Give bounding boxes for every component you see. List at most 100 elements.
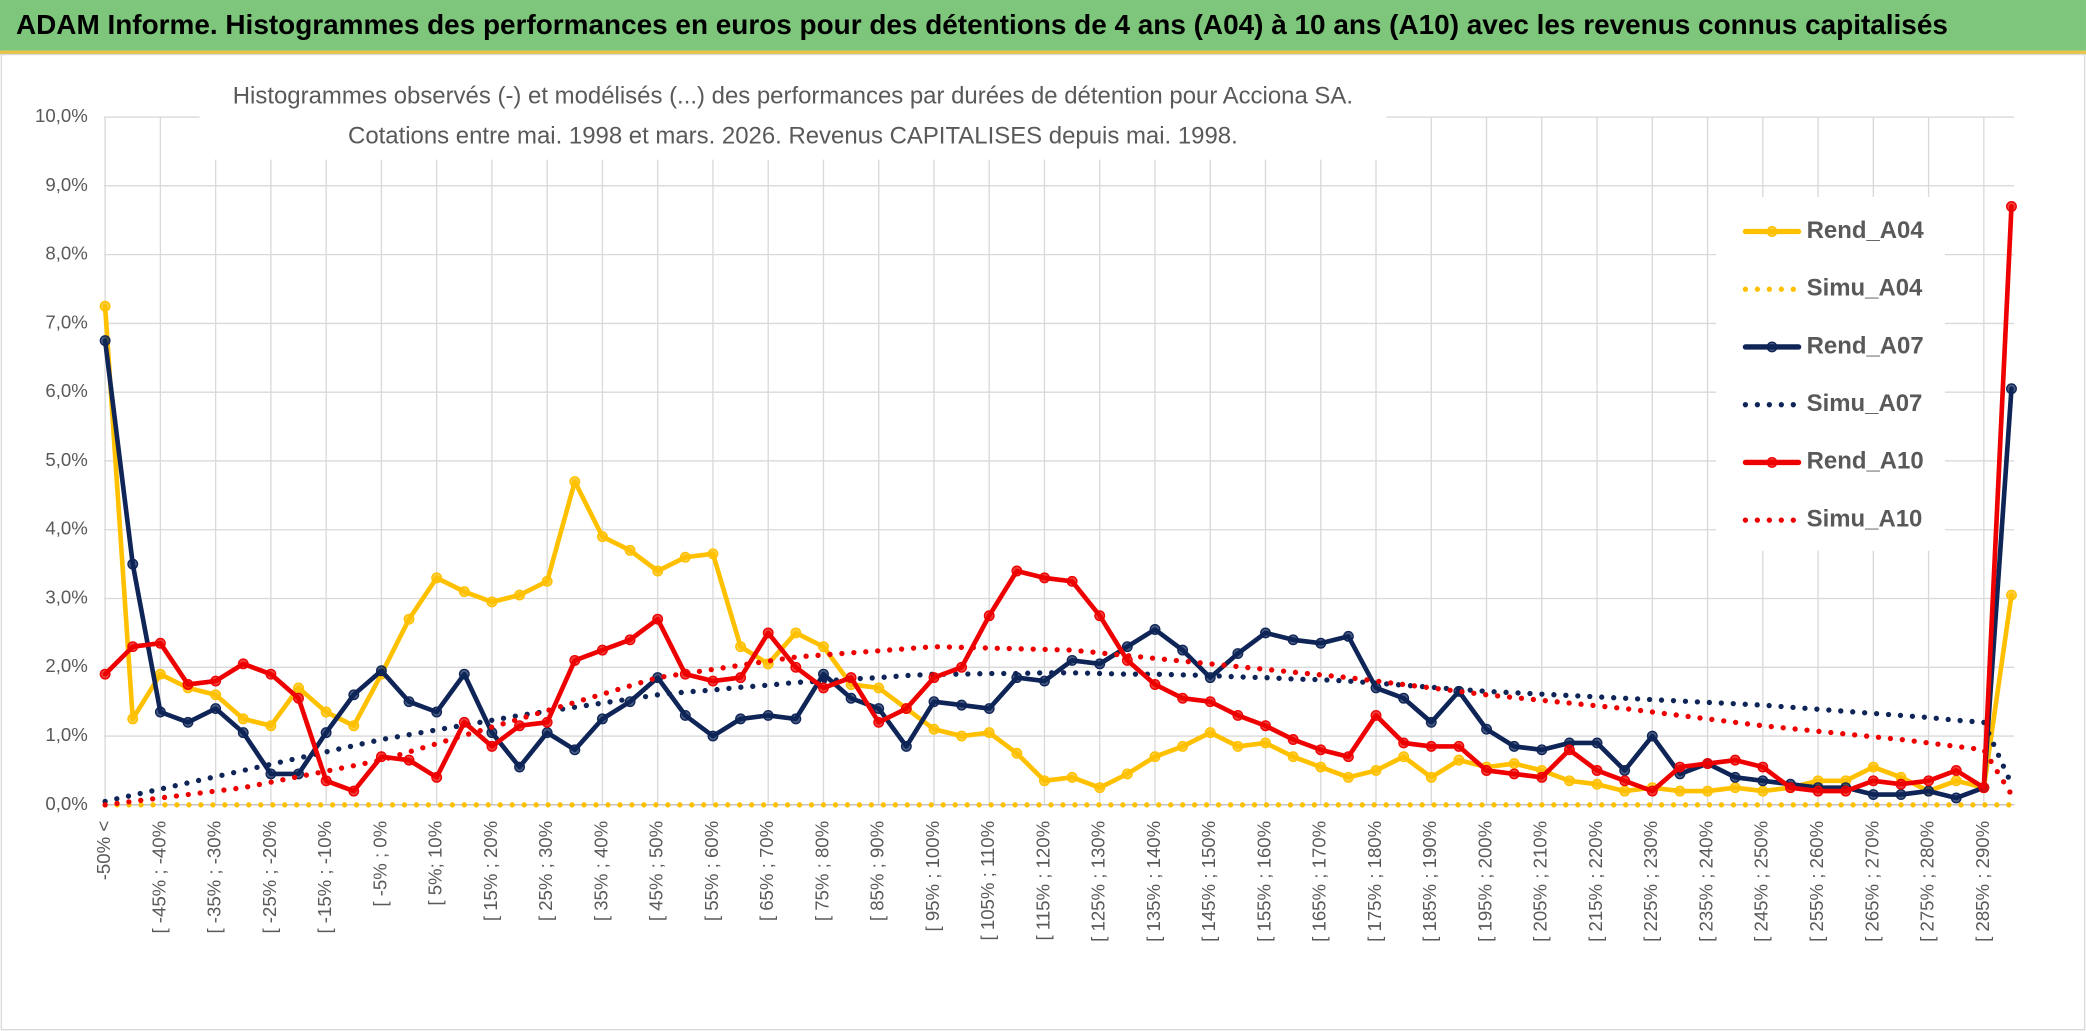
- series-marker: [956, 699, 968, 711]
- grid: 0,0% 1,0% 2,0% 3,0% 4,0% 5,0% 6,0% 7,0% 8,0% 9,0%…: [35, 105, 2015, 942]
- x-tick-label: [ 175% ; 180%: [1364, 821, 1385, 942]
- series-marker: [1425, 740, 1437, 752]
- series-marker: [1702, 785, 1714, 797]
- series-marker: [928, 723, 940, 735]
- series-marker: [1315, 637, 1327, 649]
- series-marker: [596, 644, 608, 656]
- x-tick-label: [ 215% ; 220%: [1585, 821, 1606, 942]
- x-tick-label: [ 45% ; 50%: [646, 821, 667, 921]
- series-marker: [237, 658, 249, 670]
- x-tick-label: [ 5%; 10%: [425, 821, 446, 906]
- series-marker: [1923, 785, 1935, 797]
- series-marker: [818, 641, 829, 653]
- series-marker: [1784, 782, 1796, 794]
- series-marker: [265, 768, 277, 780]
- series-marker: [707, 548, 719, 560]
- series-marker: [707, 675, 719, 687]
- series-marker: [486, 740, 498, 752]
- series-marker: [2006, 383, 2017, 395]
- x-tick-label: [ 205% ; 210%: [1530, 821, 1551, 942]
- series-marker: [1591, 765, 1603, 776]
- legend-marker: [1766, 226, 1778, 237]
- series-marker: [458, 586, 470, 598]
- series-marker: [1177, 740, 1189, 752]
- series-marker: [1508, 758, 1520, 770]
- series-marker: [956, 730, 968, 742]
- series-marker: [1757, 775, 1769, 787]
- series-marker: [99, 300, 111, 312]
- series-marker: [1508, 768, 1520, 780]
- series-marker: [569, 654, 581, 666]
- series-marker: [1094, 610, 1106, 622]
- series-marker: [1260, 737, 1271, 749]
- series-marker: [1729, 771, 1741, 783]
- y-tick-label: 5,0%: [45, 449, 87, 470]
- series-marker: [1011, 747, 1023, 759]
- series-marker: [2006, 201, 2017, 212]
- series-marker: [403, 696, 415, 708]
- legend-marker: [1766, 456, 1778, 468]
- banner-border: [0, 50, 2086, 55]
- y-tick-label: 8,0%: [45, 243, 87, 264]
- series-marker: [154, 706, 166, 718]
- series-marker: [873, 682, 885, 694]
- series-marker: [1867, 761, 1879, 773]
- series-marker: [1563, 744, 1575, 756]
- y-tick-label: 4,0%: [45, 518, 87, 539]
- series-marker: [210, 689, 222, 701]
- series-line: [102, 338, 2014, 801]
- series-marker: [900, 740, 912, 752]
- series-marker: [1619, 765, 1631, 776]
- series-marker: [1315, 761, 1327, 773]
- series-marker: [1757, 761, 1769, 773]
- series-marker: [1287, 734, 1299, 745]
- series-marker: [652, 565, 664, 577]
- series-marker: [956, 661, 968, 673]
- series-marker: [1619, 775, 1631, 787]
- series-marker: [1342, 771, 1354, 783]
- series-marker: [1398, 737, 1410, 749]
- series-marker: [154, 637, 166, 649]
- series-marker: [237, 713, 249, 725]
- series-marker: [265, 720, 277, 732]
- series-marker: [1398, 751, 1410, 763]
- x-tick-label: [ 235% ; 240%: [1695, 821, 1716, 942]
- x-tick-label: [ 225% ; 230%: [1640, 821, 1661, 942]
- series-marker: [569, 476, 581, 488]
- legend-label: Simu_A07: [1807, 390, 1923, 417]
- series-marker: [1923, 775, 1935, 787]
- series-marker: [1729, 754, 1741, 766]
- series-marker: [873, 716, 885, 728]
- series-marker: [818, 668, 829, 680]
- series-marker: [1094, 658, 1106, 670]
- y-tick-label: 6,0%: [45, 380, 87, 401]
- x-tick-label: [ 95% ; 100%: [922, 821, 943, 932]
- series-marker: [182, 679, 194, 690]
- y-tick-label: 2,0%: [45, 655, 87, 676]
- x-tick-label: [ 275% ; 280%: [1917, 821, 1938, 942]
- series-line: [102, 303, 2014, 794]
- series-marker: [624, 544, 636, 556]
- series-marker: [1508, 740, 1520, 752]
- series-marker: [210, 703, 222, 715]
- series-marker: [1895, 789, 1907, 800]
- legend-label: Rend_A07: [1807, 332, 1924, 359]
- x-tick-label: -50% <: [93, 821, 114, 880]
- series-marker: [1232, 740, 1244, 752]
- series-marker: [1094, 782, 1106, 794]
- series-marker: [569, 744, 581, 756]
- series-marker: [1757, 785, 1769, 797]
- series-line: [102, 643, 2015, 808]
- x-tick-label: [ 285% ; 290%: [1972, 821, 1993, 942]
- y-tick-label: 10,0%: [35, 105, 88, 126]
- series-marker: [182, 716, 194, 728]
- series-marker: [873, 703, 885, 715]
- series-marker: [679, 709, 691, 721]
- series-marker: [1591, 737, 1603, 749]
- series-marker: [210, 675, 222, 687]
- series-marker: [431, 706, 443, 718]
- series-marker: [762, 709, 774, 721]
- series-marker: [1177, 692, 1189, 704]
- x-tick-label: [ 65% ; 70%: [756, 821, 777, 921]
